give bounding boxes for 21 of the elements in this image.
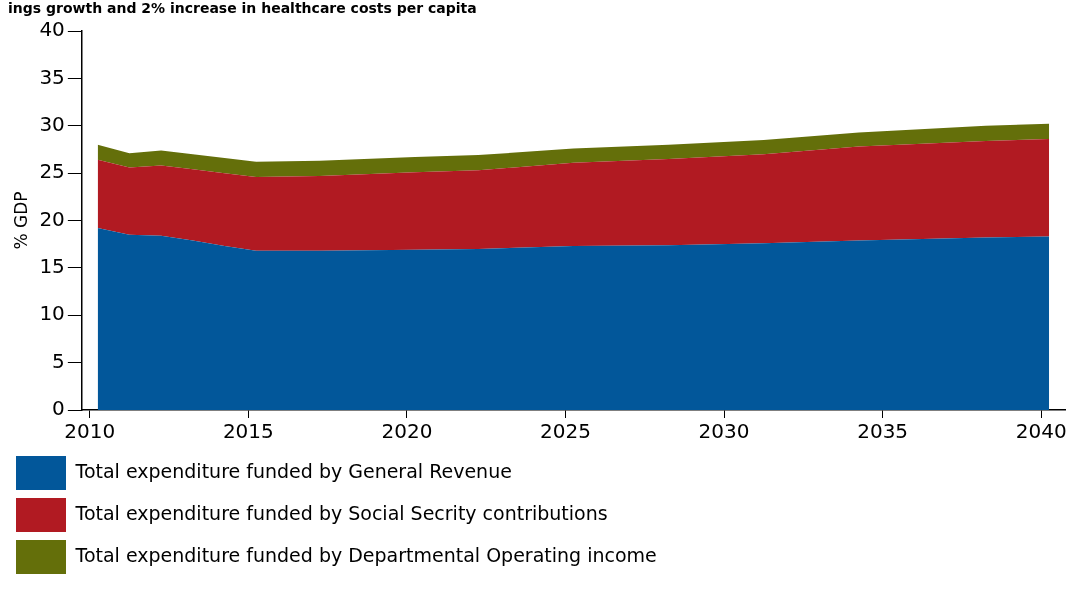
legend-label: Total expenditure funded by Social Secrity contributions <box>74 501 608 524</box>
chart-title: ings growth and 2% increase in healthcare costs per capita <box>8 0 478 16</box>
y-tick-label: 0 <box>52 396 65 421</box>
x-tick-label: 2040 <box>1015 419 1067 444</box>
y-axis-title: % GDP <box>10 191 31 250</box>
x-tick-label: 2015 <box>222 419 274 444</box>
y-tick-label: 35 <box>39 64 65 89</box>
y-tick-label: 20 <box>39 206 65 231</box>
x-tick-label: 2010 <box>64 419 116 444</box>
legend-label: Total expenditure funded by General Revenue <box>74 459 512 482</box>
x-tick-label: 2035 <box>857 419 909 444</box>
y-tick-label: 10 <box>39 301 65 326</box>
x-tick-label: 2025 <box>540 419 591 444</box>
x-tick-label: 2020 <box>381 419 433 444</box>
y-tick-label: 5 <box>52 348 65 373</box>
y-tick-label: 40 <box>39 17 65 42</box>
legend-label: Total expenditure funded by Departmental Operating income <box>74 543 657 566</box>
x-tick-label: 2030 <box>698 419 750 444</box>
y-tick-label: 15 <box>39 254 65 279</box>
y-tick-label: 25 <box>39 159 65 184</box>
y-tick-label: 30 <box>39 111 65 136</box>
